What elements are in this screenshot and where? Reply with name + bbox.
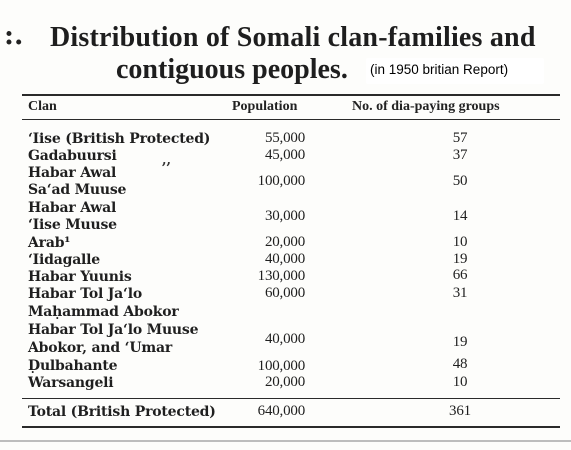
title-line-2: contiguous peoples. <box>116 54 348 85</box>
row-clan-line1: Habar Awal <box>28 200 117 216</box>
row-groups: 10 <box>452 374 468 390</box>
row-groups: 31 <box>452 285 468 301</box>
row-clan: Gadabuursi <box>28 148 117 164</box>
total-population: 640,000 <box>257 403 306 419</box>
row-population: 100,000 <box>257 358 306 374</box>
row-groups: 66 <box>452 267 468 283</box>
row-population: 45,000 <box>264 147 305 163</box>
row-population: 40,000 <box>264 251 305 267</box>
row-clan: Arab¹ <box>28 235 71 251</box>
report-note-box <box>366 58 544 84</box>
title-prefix: :. <box>4 20 24 51</box>
row-clan: Warsangeli <box>28 375 114 391</box>
table-top-rule <box>22 94 560 96</box>
title-line-1: Distribution of Somali clan-families and <box>50 22 536 53</box>
row-population: 100,000 <box>257 173 306 189</box>
page-edge-line <box>0 440 571 442</box>
row-population: 60,000 <box>264 285 305 301</box>
row-population: 55,000 <box>264 130 305 146</box>
row-clan: ‘Iidagalle <box>28 252 101 268</box>
row-groups: 37 <box>452 147 468 163</box>
row-groups: 14 <box>452 208 468 224</box>
header-population: Population <box>232 99 298 114</box>
header-clan: Clan <box>28 99 57 114</box>
row-clan-line1: Habar Awal <box>28 165 117 181</box>
table-bottom-rule <box>22 426 560 428</box>
table-header-rule <box>22 119 560 120</box>
report-note: (in 1950 britian Report) <box>370 62 509 77</box>
total-clan: Total (British Protected) <box>28 404 216 420</box>
ditto-mark: ,, <box>162 153 172 168</box>
table-title: :. Distribution of Somali clan-families … <box>0 14 571 85</box>
row-groups: 19 <box>452 251 468 267</box>
row-clan: Habar Tol Ja‘lo <box>28 286 142 302</box>
total-groups: 361 <box>449 403 471 419</box>
header-groups: No. of dia-paying groups <box>352 99 500 114</box>
row-groups: 10 <box>452 234 468 250</box>
row-clan-line2: ‘Iise Muuse <box>28 217 117 233</box>
row-groups: 50 <box>452 173 468 189</box>
row-population: 20,000 <box>264 234 305 250</box>
table-total-rule <box>22 398 560 399</box>
row-clan: Habar Yuunis <box>28 269 132 285</box>
row-population: 40,000 <box>264 331 305 347</box>
row-groups: 48 <box>452 356 468 372</box>
row-clan-line2: Abokor, and ‘Umar <box>28 340 172 356</box>
row-clan: ‘Iise (British Protected) <box>28 131 211 147</box>
row-groups: 19 <box>452 334 468 350</box>
row-population: 130,000 <box>257 268 306 284</box>
row-clan-line2: Sa‘ad Muuse <box>28 182 127 198</box>
row-population: 20,000 <box>264 374 305 390</box>
row-groups: 57 <box>452 130 468 146</box>
row-clan: Maḥammad Abokor <box>28 304 179 320</box>
row-population: 30,000 <box>264 208 305 224</box>
row-clan-line1: Habar Tol Ja‘lo Muuse <box>28 322 199 338</box>
row-clan: Ḍulbahante <box>28 358 118 374</box>
